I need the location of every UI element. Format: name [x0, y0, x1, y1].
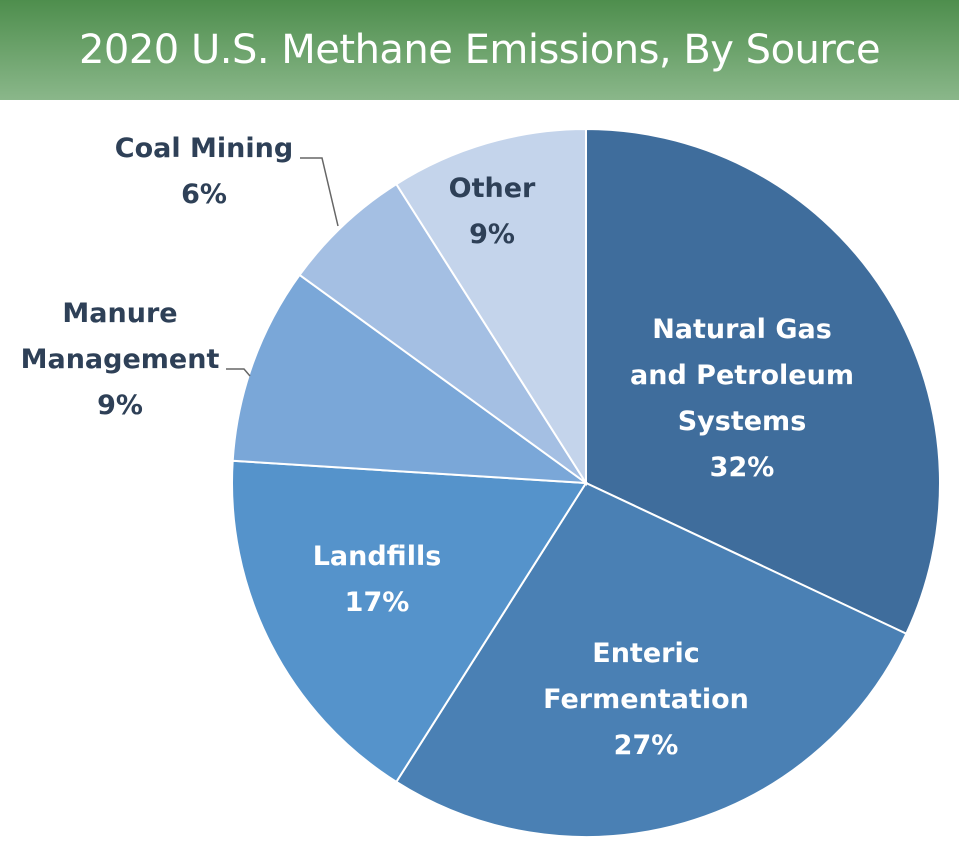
slice-label: Enteric Fermentation 27%: [543, 638, 749, 761]
coal-mining-leader-line: [300, 157, 339, 227]
chart-header: 2020 U.S. Methane Emissions, By Source: [0, 0, 959, 100]
pie-slice-natural-gas-and-petroleum-systems: [585, 127, 941, 636]
pie-slice-other: [394, 127, 587, 487]
pie-slice-coal-mining: [298, 182, 587, 484]
slice-label: Coal Mining 6%: [115, 133, 293, 210]
pie-slice-enteric-fermentation: [394, 481, 908, 838]
chart-title: 2020 U.S. Methane Emissions, By Source: [78, 27, 881, 73]
pie-slice-manure-management: [231, 273, 590, 485]
slice-label: Landfills 17%: [313, 541, 442, 618]
slice-label: Manure Management 9%: [21, 298, 220, 421]
slice-label: Natural Gas and Petroleum Systems 32%: [630, 314, 854, 483]
manure-leader-line: [226, 368, 251, 377]
pie-slice-landfills: [231, 459, 588, 784]
slice-label: Other 9%: [449, 173, 536, 250]
